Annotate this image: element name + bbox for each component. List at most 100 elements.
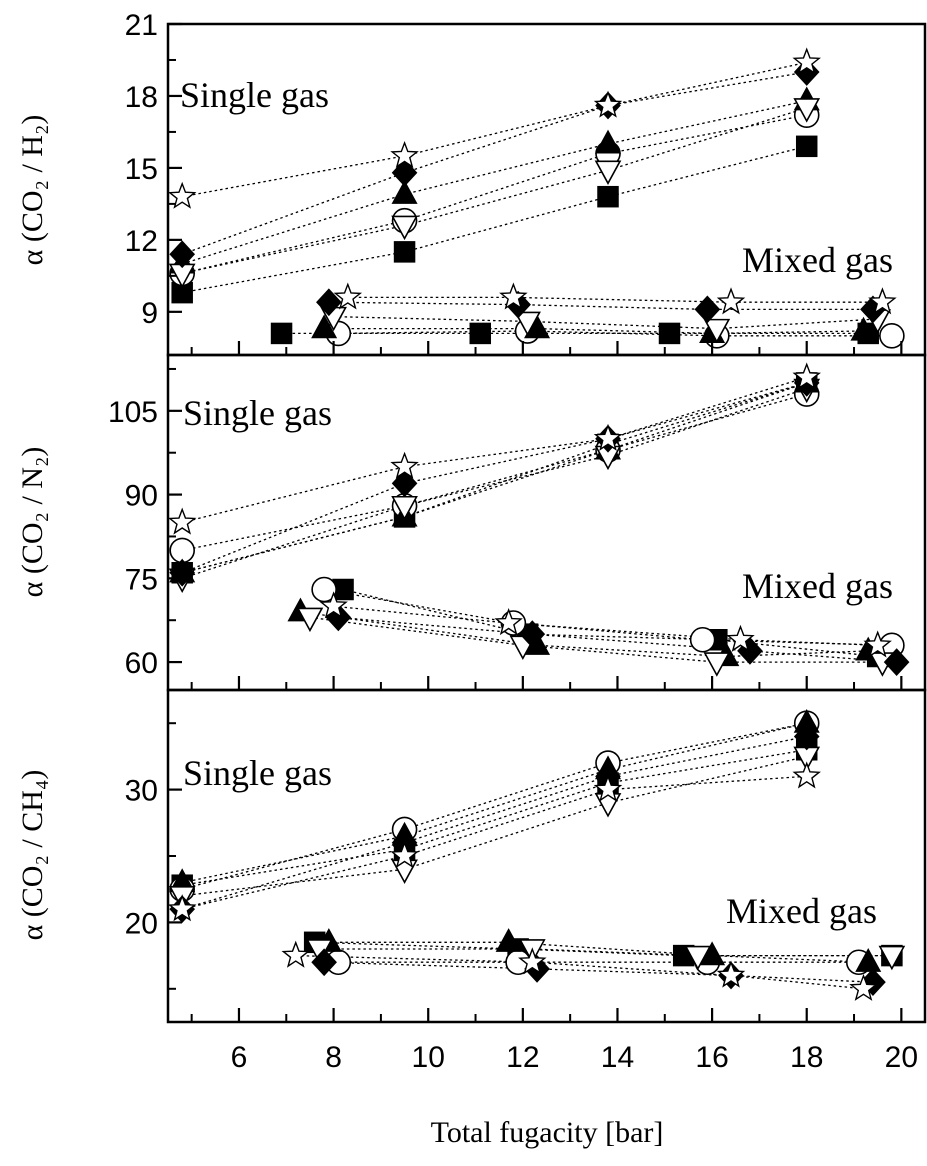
h2-single-gas-open-triangle-down-point — [594, 160, 622, 185]
n2-single-gas-open-circle-line — [182, 393, 807, 552]
ch4-mixed-gas-filled-diamond-point — [311, 948, 337, 977]
h2-mixed-gas-filled-square-point — [469, 322, 492, 345]
n2-single-gas-open-star-point — [792, 362, 821, 390]
h2-single-gas-filled-triangle-up-line — [182, 100, 807, 265]
h2-single-gas-filled-square-point — [393, 241, 416, 263]
ch4-single-gas-filled-diamond-line — [182, 735, 807, 910]
y-tick-label: 20 — [125, 907, 158, 940]
mixed-gas-label: Mixed gas — [726, 891, 877, 931]
h2-mixed-gas-filled-square-point — [270, 322, 293, 345]
n2-mixed-gas-filled-square-line — [342, 588, 878, 658]
ch4-mixed-gas-open-triangle-down-point — [684, 945, 712, 971]
h2-single-gas-open-circle-line — [182, 114, 807, 275]
h2-single-gas-open-star-line — [182, 61, 807, 198]
x-tick-label: 20 — [885, 1041, 918, 1074]
n2-mixed-gas-open-circle-line — [323, 588, 892, 646]
h2-single-gas-open-triangle-down-point — [793, 98, 821, 123]
h2-single-gas-filled-triangle-up-point — [391, 180, 418, 204]
single-gas-label: Single gas — [183, 753, 332, 793]
ch4-mixed-gas-open-star-point — [849, 973, 878, 1001]
mixed-gas-label: Mixed gas — [742, 566, 893, 606]
ch4-single-gas-open-triangle-down-point — [391, 859, 418, 884]
single-gas-label: Single gas — [183, 393, 332, 433]
ch4-mixed-gas-filled-triangle-up-line — [328, 941, 869, 963]
h2-single-gas-filled-square-point — [597, 185, 619, 208]
n2-mixed-gas-filled-diamond-line — [338, 616, 897, 663]
ch4-mixed-gas-filled-triangle-up-point — [855, 947, 882, 972]
n2-single-gas-open-triangle-down-line — [181, 387, 807, 579]
h2-mixed-gas-open-triangle-down-point — [703, 318, 731, 344]
h2-single-gas-filled-square-line — [182, 145, 807, 294]
h2-mixed-gas-open-star-point — [333, 282, 363, 310]
ch4-single-gas-open-star-point — [593, 774, 623, 802]
n2-mixed-gas-open-triangle-down-point — [296, 607, 324, 633]
n2-single-gas-filled-square-line — [182, 382, 807, 574]
n2-single-gas-open-star-point — [593, 423, 623, 451]
h2-single-gas-open-star-point — [167, 181, 197, 209]
n2-mixed-gas-open-circle-point — [689, 626, 716, 653]
ch4-mixed-gas-open-triangle-down-line — [319, 948, 892, 957]
n2-single-gas-filled-diamond-point — [391, 469, 418, 498]
h2-single-gas-open-star-point — [593, 90, 623, 118]
ch4-mixed-gas-open-star-point — [281, 940, 310, 968]
y-tick-label: 21 — [125, 9, 158, 42]
x-tick-label: 8 — [325, 1041, 342, 1074]
chart-axes — [166, 22, 927, 1024]
ch4-mixed-gas-open-star-point — [518, 947, 547, 975]
y-tick-label: 12 — [125, 225, 158, 258]
ch4-mixed-gas-filled-triangle-up-point — [495, 928, 522, 952]
y-axis-title-n2: α (CO₂ / N₂) — [16, 447, 49, 598]
single-gas-label: Single gas — [180, 75, 329, 115]
h2-mixed-gas-filled-square-point — [658, 322, 681, 345]
ch4-mixed-gas-open-star-line — [295, 954, 864, 990]
ch4-single-gas-open-triangle-down-line — [182, 755, 807, 897]
y-axis-title-h2: α (CO₂ / H₂) — [16, 115, 49, 266]
ch4-mixed-gas-filled-square-line — [314, 941, 892, 957]
n2-single-gas-filled-triangle-up-line — [182, 382, 807, 574]
h2-mixed-gas-open-star-point — [868, 287, 897, 315]
n2-single-gas-open-star-point — [390, 451, 419, 479]
x-tick-label: 14 — [601, 1041, 634, 1074]
h2-mixed-gas-filled-diamond-point — [694, 295, 721, 324]
h2-mixed-gas-filled-triangle-up-point — [311, 314, 338, 339]
ch4-single-gas-open-star-point — [792, 761, 821, 789]
ch4-single-gas-open-circle-line — [182, 722, 807, 890]
h2-mixed-gas-filled-diamond-line — [328, 301, 873, 311]
y-tick-label: 18 — [125, 81, 158, 114]
h2-mixed-gas-open-circle-point — [879, 323, 905, 349]
n2-single-gas-filled-diamond-line — [181, 382, 807, 574]
h2-single-gas-open-star-point — [792, 47, 821, 75]
n2-single-gas-open-star-point — [167, 507, 197, 535]
n2-mixed-gas-open-triangle-down-point — [703, 652, 731, 677]
h2-single-gas-open-triangle-down-point — [391, 215, 418, 241]
n2-mixed-gas-filled-diamond-point — [519, 620, 546, 649]
mixed-gas-label: Mixed gas — [742, 240, 893, 280]
y-tick-label: 9 — [141, 297, 158, 330]
x-axis-title: Total fugacity [bar] — [431, 1116, 664, 1149]
h2-single-gas-filled-diamond-line — [181, 71, 807, 255]
x-tick-label: 18 — [790, 1041, 823, 1074]
x-tick-label: 12 — [506, 1041, 539, 1074]
y-tick-label: 30 — [125, 775, 158, 808]
h2-single-gas-filled-diamond-point — [391, 158, 418, 187]
chart-text: Total fugacity [bar] 9 12 15 18 21 α (CO₂ / H… — [16, 9, 918, 1149]
n2-single-gas-open-star-line — [182, 376, 807, 524]
y-tick-label: 90 — [125, 480, 158, 513]
x-tick-label: 6 — [231, 1041, 248, 1074]
ch4-single-gas-filled-diamond-point — [793, 722, 820, 751]
x-tick-label: 16 — [695, 1041, 728, 1074]
h2-mixed-gas-filled-triangle-up-point — [850, 316, 877, 341]
h2-single-gas-open-star-point — [390, 140, 419, 169]
ch4-mixed-gas-open-triangle-down-point — [878, 945, 906, 971]
h2-mixed-gas-open-circle-line — [338, 330, 892, 337]
x-tick-label: 10 — [412, 1041, 445, 1074]
h2-mixed-gas-filled-triangle-up-line — [324, 327, 864, 335]
n2-mixed-gas-filled-triangle-up-line — [300, 611, 869, 658]
y-tick-label: 75 — [125, 563, 158, 596]
n2-mixed-gas-open-star-line — [333, 605, 878, 646]
y-tick-label: 60 — [125, 647, 158, 680]
ch4-single-gas-open-star-point — [167, 894, 197, 922]
ch4-single-gas-open-star-point — [390, 841, 419, 869]
ch4-mixed-gas-open-star-point — [716, 960, 746, 988]
